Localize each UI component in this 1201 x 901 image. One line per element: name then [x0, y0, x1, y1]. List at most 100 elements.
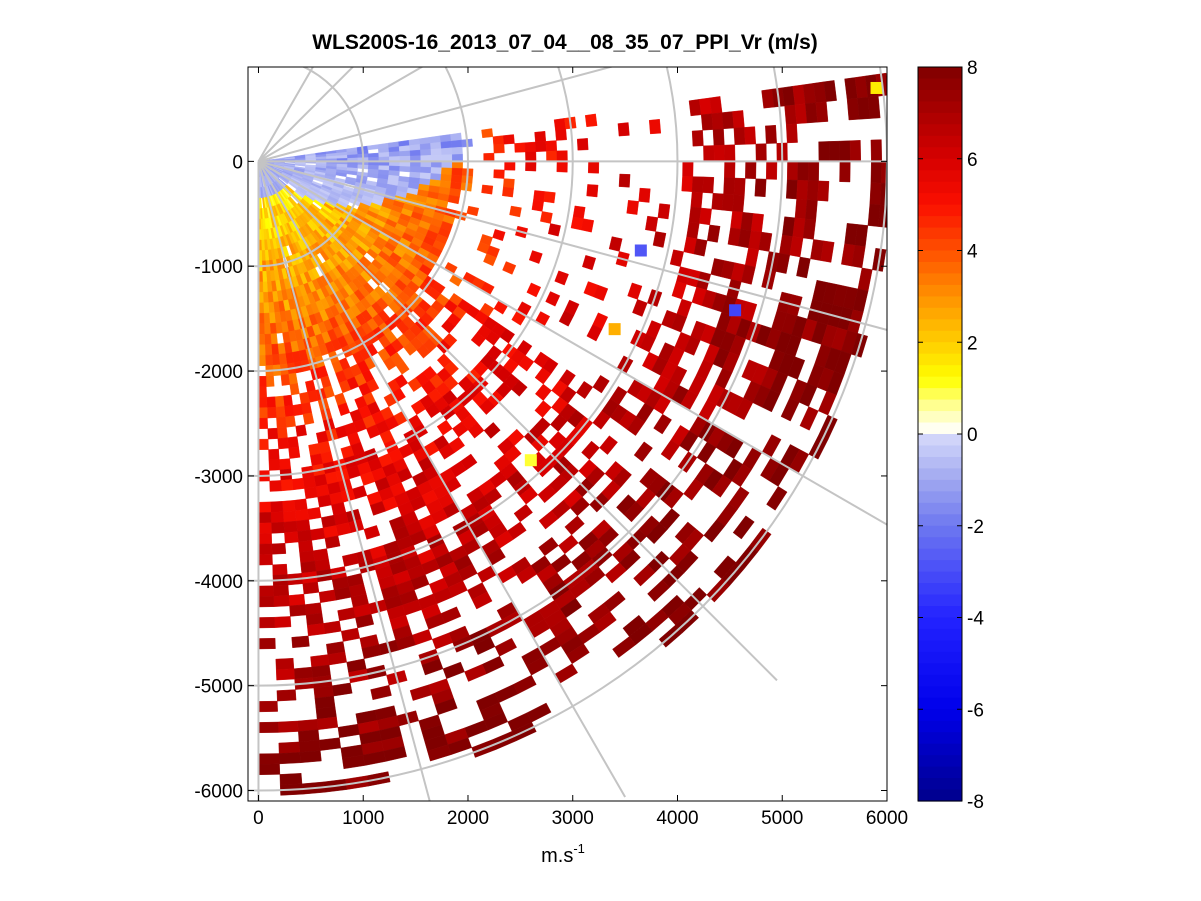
colorbar-tick-label: 8	[967, 58, 978, 79]
velocity-cell	[266, 281, 273, 293]
velocity-cell	[754, 178, 767, 198]
x-tick-label: 3000	[552, 808, 594, 829]
velocity-cell	[268, 301, 275, 314]
colorbar-strip	[918, 204, 962, 217]
velocity-cell	[586, 324, 603, 342]
azimuth-spoke	[257, 67, 355, 163]
velocity-cell	[272, 563, 288, 576]
velocity-cell	[633, 441, 653, 462]
velocity-cell	[623, 501, 645, 523]
colorbar-strip	[918, 342, 962, 355]
colorbar-strip	[918, 789, 962, 802]
velocity-cell	[363, 525, 381, 540]
velocity-cell	[336, 154, 348, 159]
velocity-cell	[421, 658, 444, 676]
velocity-cell	[409, 144, 421, 152]
velocity-cell	[516, 565, 537, 585]
velocity-cell	[504, 161, 516, 171]
velocity-cell	[483, 152, 495, 162]
velocity-cell	[263, 323, 271, 335]
velocity-cell	[388, 146, 400, 153]
velocity-cell	[271, 354, 281, 366]
colorbar-strip	[918, 124, 962, 137]
velocity-cell	[450, 132, 462, 142]
velocity-cell	[765, 124, 777, 144]
velocity-cell	[483, 253, 497, 267]
velocity-cell	[745, 161, 757, 180]
velocity-cell	[481, 128, 494, 139]
colorbar-strip	[918, 112, 962, 125]
velocity-cell	[528, 250, 543, 264]
velocity-cell	[388, 165, 401, 172]
velocity-cell	[724, 144, 736, 162]
colorbar-strip	[918, 284, 962, 297]
velocity-cell	[807, 161, 820, 182]
colorbar-tick-label: 4	[967, 242, 978, 263]
velocity-anomaly-cell	[870, 81, 883, 94]
colorbar-tick-label: -4	[967, 609, 984, 630]
velocity-cell	[466, 205, 480, 217]
velocity-cell	[438, 443, 455, 460]
colorbar-strip	[918, 663, 962, 676]
colorbar-strip	[918, 216, 962, 229]
velocity-cell	[576, 381, 594, 399]
colorbar-strip	[918, 686, 962, 699]
velocity-cell	[712, 128, 725, 146]
velocity-cell	[683, 478, 704, 501]
velocity-cell	[265, 375, 275, 387]
velocity-cell	[425, 402, 441, 419]
velocity-cell	[652, 231, 667, 248]
velocity-cell	[342, 754, 366, 770]
velocity-cell	[268, 448, 280, 461]
velocity-cell	[805, 199, 818, 221]
colorbar-strip	[918, 67, 962, 80]
velocity-cell	[537, 484, 557, 504]
velocity-cell	[691, 130, 704, 147]
velocity-cell	[688, 206, 702, 224]
velocity-cell	[869, 182, 882, 206]
velocity-cell	[750, 213, 764, 233]
velocity-cell	[258, 522, 272, 534]
velocity-cell	[298, 540, 314, 553]
velocity-cell	[366, 424, 381, 439]
velocity-cell	[867, 203, 881, 227]
velocity-cell	[450, 174, 463, 183]
velocity-cell	[258, 700, 278, 713]
x-tick-label: 5000	[761, 808, 803, 829]
velocity-cell	[277, 437, 289, 450]
velocity-cells	[258, 72, 887, 796]
velocity-cell	[388, 151, 401, 158]
velocity-cell	[291, 477, 305, 491]
x-tick-label: 2000	[447, 808, 489, 829]
velocity-cell	[733, 177, 746, 196]
velocity-cell	[526, 282, 542, 298]
velocity-cell	[279, 458, 292, 471]
velocity-cell	[281, 500, 296, 513]
colorbar-strip	[918, 273, 962, 286]
velocity-cell	[258, 763, 281, 776]
velocity-cell	[266, 396, 276, 408]
velocity-cell	[268, 459, 281, 471]
velocity-cell	[294, 508, 310, 522]
velocity-cell	[546, 150, 558, 162]
velocity-cell	[289, 604, 307, 617]
colorbar-strip	[918, 537, 962, 550]
colorbar-strip	[918, 766, 962, 779]
colorbar-strip	[918, 525, 962, 538]
velocity-cell	[785, 123, 798, 144]
colorbar-strip	[918, 239, 962, 252]
velocity-cell	[337, 402, 351, 416]
velocity-cell	[302, 412, 315, 425]
velocity-cell	[681, 175, 694, 192]
velocity-cell	[464, 664, 487, 682]
y-tick-label: -1000	[194, 257, 243, 278]
velocity-cell	[547, 223, 561, 237]
x-axis-label: m.s-1	[541, 841, 585, 867]
colorbar: 8 6 4 2 0 -2 -4 -6 -8	[917, 58, 984, 813]
velocity-cell	[820, 240, 835, 263]
velocity-cell	[275, 668, 295, 681]
velocity-cell	[299, 550, 315, 564]
colorbar-strip	[918, 640, 962, 653]
velocity-cell	[409, 149, 421, 157]
